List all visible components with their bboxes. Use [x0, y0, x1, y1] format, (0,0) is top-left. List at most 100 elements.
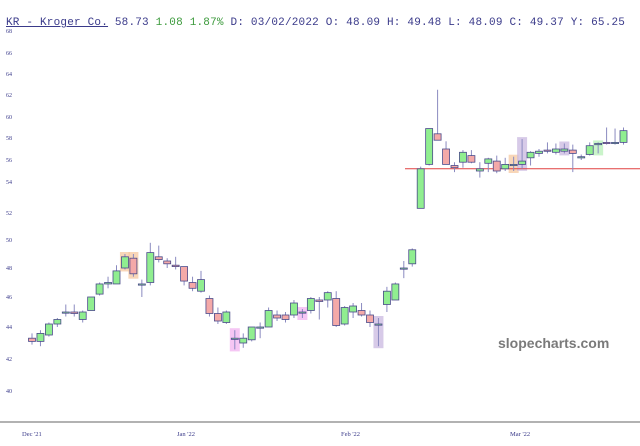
candle-down [492, 160, 501, 172]
candle-up [501, 163, 510, 170]
candle-down [568, 149, 577, 154]
candle-down [357, 310, 366, 316]
high-value: H: 49.48 [387, 17, 442, 29]
y-axis: 68 66 64 62 60 58 56 54 52 50 48 46 44 42 40 [6, 29, 12, 395]
last-price: 58.73 [114, 17, 149, 29]
candle-up [222, 311, 231, 323]
candle-up [374, 323, 383, 326]
candle-up [239, 337, 248, 344]
price-change-pct: 1.87% [189, 17, 224, 29]
y-tick-label: 60 [6, 115, 12, 121]
candle-up [391, 283, 400, 301]
y-tick-label: 40 [6, 389, 12, 395]
candle-up [121, 256, 129, 269]
candle-up [340, 307, 349, 325]
candle-up [36, 332, 45, 342]
candle-up [323, 292, 332, 301]
candle-up [509, 163, 518, 166]
watermark: slopecharts.com [498, 335, 610, 351]
y-tick-label: 50 [6, 238, 12, 244]
candle-up [518, 160, 526, 165]
candle-down [129, 257, 138, 275]
date-value: D: 03/02/2022 [230, 17, 319, 29]
y-tick-label: 62 [6, 93, 12, 99]
x-tick-label: Feb '22 [341, 431, 360, 438]
candle-up [611, 141, 619, 144]
candle-up [298, 311, 307, 314]
candle-up [459, 151, 467, 163]
candle-down [467, 155, 476, 163]
candle-down [281, 314, 290, 320]
candle-down [543, 149, 552, 152]
candle-up [552, 148, 560, 153]
y-tick-label: 48 [6, 266, 12, 272]
candle-up [197, 279, 205, 292]
candle-up [45, 323, 53, 336]
candles [28, 89, 628, 350]
ticker-link[interactable]: KR - Kroger Co. [6, 17, 109, 29]
x-tick-label: Dec '21 [22, 431, 42, 438]
y-tick-label: 44 [6, 325, 12, 331]
candle-up [535, 150, 543, 154]
candle-down [433, 133, 442, 141]
candle-down [450, 165, 459, 169]
candle-down [213, 313, 222, 322]
low-value: L: 48.09 [448, 17, 503, 29]
y-tick-label: 58 [6, 136, 12, 142]
candle-up [61, 311, 70, 314]
candle-up [146, 252, 155, 283]
candle-up [78, 311, 87, 320]
close-value: C: 49.37 [509, 17, 564, 29]
x-tick-label: Jan '22 [177, 431, 195, 438]
x-axis: Dec '21 Jan '22 Feb '22 Mar '22 [0, 421, 640, 438]
candle-up [585, 145, 594, 155]
y-tick-label: 64 [6, 72, 12, 78]
y-value: Y: 65.25 [570, 17, 626, 29]
candle-down [315, 299, 324, 302]
candle-up [87, 296, 96, 311]
candle-up [247, 326, 256, 341]
y-tick-label: 46 [6, 295, 12, 301]
candle-up [526, 151, 535, 159]
candle-up [306, 298, 315, 311]
candle-up [104, 282, 112, 285]
chart-header: KR - Kroger Co. 58.73 1.08 1.87% D: 03/0… [6, 17, 625, 29]
y-tick-label: 52 [6, 211, 12, 217]
candle-up [290, 302, 298, 316]
y-tick-label: 54 [6, 180, 12, 186]
price-change: 1.08 [155, 17, 183, 29]
candle-up [416, 168, 425, 209]
candle-up [95, 283, 104, 295]
candle-down [442, 148, 450, 165]
y-tick-label: 66 [6, 51, 12, 57]
candle-up [577, 156, 586, 159]
x-tick-label: Mar '22 [510, 431, 530, 438]
candle-up [425, 128, 434, 165]
candle-up [230, 337, 239, 340]
candle-down [602, 141, 611, 144]
candle-up [475, 168, 484, 172]
candle-down [163, 260, 172, 265]
candle-up [382, 290, 391, 305]
candle-down [180, 266, 189, 282]
candle-down [205, 298, 214, 314]
y-tick-label: 68 [6, 29, 12, 35]
candle-down [332, 298, 341, 326]
open-value: O: 48.09 [325, 17, 381, 29]
candle-up [264, 310, 273, 328]
candle-up [256, 326, 265, 329]
candle-down [70, 311, 79, 314]
candle-up [619, 130, 628, 143]
y-tick-label: 42 [6, 357, 12, 363]
candle-up [594, 143, 603, 146]
candle-down [366, 314, 374, 323]
candle-up [560, 148, 569, 152]
y-tick-label: 56 [6, 158, 12, 164]
candle-down [171, 264, 180, 268]
candle-up [349, 305, 358, 313]
candle-up [399, 267, 408, 270]
candle-up [137, 283, 146, 286]
candle-up [112, 270, 121, 285]
candle-down [28, 337, 36, 342]
